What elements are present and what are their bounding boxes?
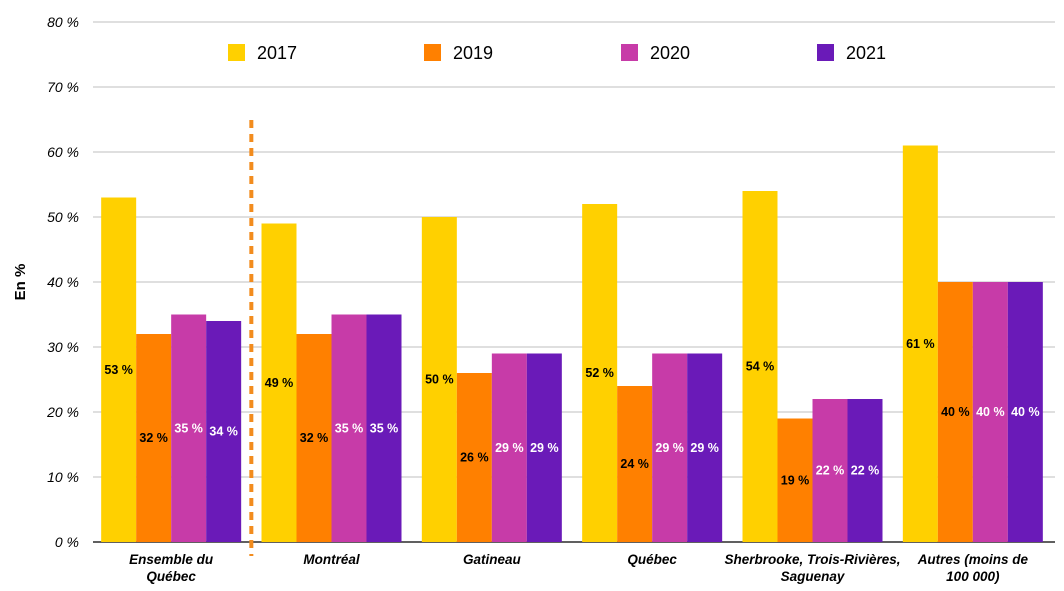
data-label: 49 %: [265, 376, 294, 390]
legend-swatch-2021: [817, 44, 834, 61]
bar-2017: [421, 217, 457, 542]
bar-2019: [617, 386, 653, 542]
data-label: 61 %: [906, 337, 935, 351]
data-label: 40 %: [976, 405, 1005, 419]
x-category-label: Ensemble du: [129, 552, 214, 567]
bar-2020: [652, 353, 688, 542]
bar-2019: [456, 373, 492, 542]
y-tick-label: 50 %: [47, 209, 79, 225]
y-tick-label: 10 %: [47, 469, 79, 485]
data-label: 54 %: [746, 360, 775, 374]
bar-2020: [812, 399, 848, 542]
bar-2020: [331, 314, 367, 542]
legend-label: 2017: [257, 43, 297, 63]
y-axis-ticks: 0 % 10 % 20 % 30 % 40 % 50 % 60 % 70 % 80 %: [46, 14, 79, 550]
y-tick-label: 80 %: [47, 14, 79, 30]
x-category-label: Québec: [627, 552, 677, 567]
data-label: 19 %: [781, 473, 810, 487]
data-label: 35 %: [335, 421, 364, 435]
y-tick-label: 30 %: [47, 339, 79, 355]
legend-label: 2021: [846, 43, 886, 63]
x-category-label: Gatineau: [463, 552, 522, 567]
data-label: 29 %: [655, 441, 684, 455]
data-label: 50 %: [425, 373, 454, 387]
bar-2017: [742, 191, 778, 542]
data-label: 53 %: [104, 363, 133, 377]
x-category-label: Autres (moins de: [917, 552, 1029, 567]
y-tick-label: 60 %: [47, 144, 79, 160]
bar-2020: [491, 353, 527, 542]
x-category-label: Saguenay: [781, 569, 846, 584]
legend-swatch-2019: [424, 44, 441, 61]
data-label: 26 %: [460, 451, 489, 465]
data-label: 40 %: [1011, 405, 1040, 419]
legend-swatch-2020: [621, 44, 638, 61]
legend-label: 2019: [453, 43, 493, 63]
bar-2017: [101, 197, 137, 542]
data-label: 32 %: [300, 431, 329, 445]
data-label: 34 %: [209, 425, 238, 439]
x-category-label: Sherbrooke, Trois-Rivières,: [724, 552, 900, 567]
bar-2020: [972, 282, 1008, 542]
legend-label: 2020: [650, 43, 690, 63]
y-tick-label: 40 %: [47, 274, 79, 290]
bar-2019: [777, 418, 813, 542]
data-label: 40 %: [941, 405, 970, 419]
legend-swatch-2017: [228, 44, 245, 61]
bars: [101, 145, 1043, 542]
bar-2021: [687, 353, 723, 542]
data-label: 29 %: [530, 441, 559, 455]
bar-2019: [296, 334, 332, 542]
y-tick-label: 70 %: [47, 79, 79, 95]
data-label: 52 %: [585, 366, 614, 380]
y-axis-label: En %: [12, 264, 29, 301]
data-label: 22 %: [816, 464, 845, 478]
x-category-label: Québec: [146, 569, 196, 584]
bar-2019: [136, 334, 172, 542]
bar-2021: [366, 314, 402, 542]
bar-2017: [902, 145, 938, 542]
data-label: 32 %: [139, 431, 168, 445]
bar-2021: [1007, 282, 1043, 542]
x-axis-categories: Ensemble du Québec Montréal Gatineau Québec S…: [129, 552, 1028, 584]
data-label: 22 %: [851, 464, 880, 478]
data-labels: 53 % 49 % 50 % 52 % 54 % 61 % 32 % 32 % 26 % 24 %…: [104, 337, 1039, 488]
bar-2019: [937, 282, 973, 542]
bar-2017: [261, 223, 297, 542]
data-label: 29 %: [690, 441, 719, 455]
x-category-label: 100 000): [946, 569, 1000, 584]
bar-2020: [171, 314, 207, 542]
bar-2017: [582, 204, 618, 542]
data-label: 35 %: [370, 421, 399, 435]
legend: 2017 2019 2020 2021: [228, 43, 886, 63]
data-label: 24 %: [620, 457, 649, 471]
y-tick-label: 0 %: [55, 534, 79, 550]
x-category-label: Montréal: [303, 552, 360, 567]
bar-2021: [847, 399, 883, 542]
y-tick-label: 20 %: [46, 404, 79, 420]
data-label: 35 %: [174, 421, 203, 435]
data-label: 29 %: [495, 441, 524, 455]
bar-2021: [206, 321, 242, 542]
bar-2021: [526, 353, 562, 542]
